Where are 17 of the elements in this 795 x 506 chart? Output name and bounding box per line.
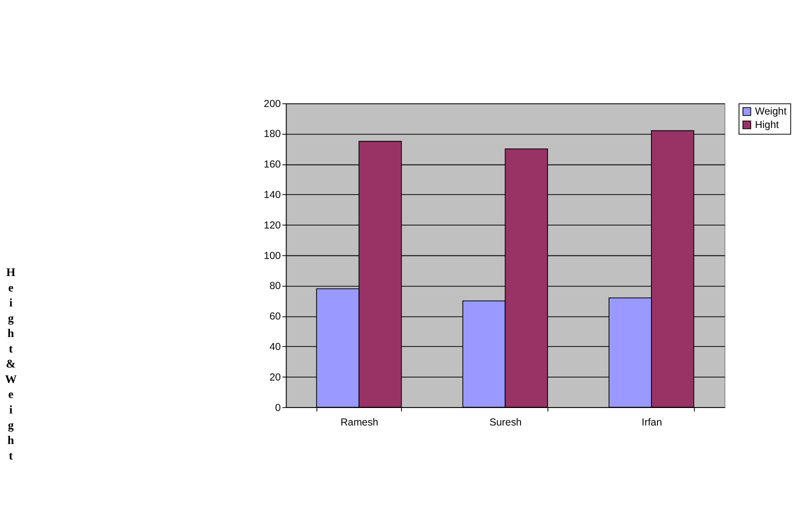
y-tick-label: 40: [269, 342, 282, 353]
y-tick-label: 0: [275, 402, 282, 414]
legend-label: Hight: [755, 120, 779, 132]
text: Height & Weight: [4, 266, 17, 462]
y-tick-label: 140: [264, 190, 282, 202]
legend-label: Weight: [755, 106, 787, 118]
y-tick-label: 80: [269, 281, 282, 292]
y-tick-label: 160: [264, 160, 282, 171]
x-tick-label: Irfan: [642, 418, 662, 429]
x-tick-label: Ramesh: [340, 418, 378, 429]
y-tick-label: 200: [264, 98, 282, 110]
y-tick-label: 20: [269, 372, 282, 384]
y-tick-label: 100: [264, 250, 282, 262]
y-tick-label: 60: [269, 312, 282, 323]
y-tick-label: 180: [264, 129, 282, 140]
x-tick-label: Suresh: [489, 418, 522, 429]
y-tick-label: 120: [264, 220, 282, 232]
